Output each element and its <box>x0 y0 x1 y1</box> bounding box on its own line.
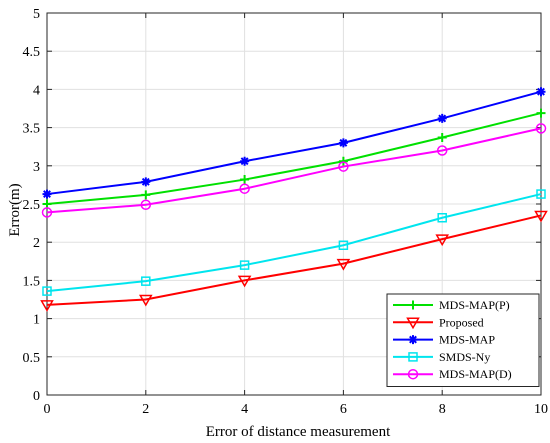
y-tick-label: 3.5 <box>23 122 41 137</box>
data-point <box>41 207 53 218</box>
legend-item: MDS-MAP(P) <box>393 298 510 312</box>
y-tick-label: 2.5 <box>23 198 41 213</box>
legend-item: Proposed <box>393 315 484 329</box>
legend-label: MDS-MAP(D) <box>439 367 512 381</box>
x-tick-label: 10 <box>534 402 548 417</box>
series-line <box>46 90 542 196</box>
legend-marker <box>408 352 418 362</box>
data-point <box>40 300 54 312</box>
data-point <box>437 213 447 223</box>
data-point <box>536 87 546 97</box>
data-point <box>338 156 348 166</box>
data-point <box>338 240 349 251</box>
legend-label: MDS-MAP <box>439 333 495 347</box>
y-tick-label: 4.5 <box>23 45 41 60</box>
legend-marker <box>406 317 420 330</box>
data-point <box>239 260 250 270</box>
legend-marker <box>408 335 418 345</box>
data-point <box>141 190 151 200</box>
data-point <box>338 161 349 172</box>
data-point <box>237 275 252 288</box>
data-point <box>141 177 151 187</box>
series-smds-ny <box>42 189 546 296</box>
data-point <box>140 199 152 211</box>
series-mds-map-p- <box>42 108 546 209</box>
data-point <box>437 133 447 143</box>
legend-label: SMDS-Ny <box>439 350 490 364</box>
legend-item: MDS-MAP(D) <box>393 367 512 381</box>
data-point <box>338 138 348 148</box>
legend-item: MDS-MAP <box>393 333 495 347</box>
y-tick-label: 4 <box>33 83 40 98</box>
data-point <box>437 113 447 123</box>
legend-label: MDS-MAP(P) <box>439 298 510 312</box>
series-line <box>46 112 542 205</box>
legend-marker <box>408 300 418 310</box>
series-mds-map <box>42 87 546 199</box>
series-proposed <box>40 210 548 312</box>
x-tick-label: 8 <box>439 402 446 417</box>
y-tick-label: 0 <box>33 389 40 404</box>
data-point <box>536 108 546 118</box>
series-line <box>46 193 542 293</box>
data-point <box>239 183 250 194</box>
data-point <box>435 234 450 247</box>
data-point <box>535 123 547 134</box>
data-point <box>336 258 351 271</box>
data-point <box>42 286 52 296</box>
x-tick-label: 4 <box>241 402 248 417</box>
legend-marker <box>407 368 419 380</box>
series-mds-map-d- <box>41 123 547 218</box>
x-tick-label: 6 <box>340 402 347 417</box>
legend: MDS-MAP(P) Proposed MDS-MAP SMDS-Ny MDS-MAP(… <box>386 293 540 387</box>
x-axis-label: Error of distance measurement <box>206 424 391 440</box>
x-tick-label: 0 <box>44 402 51 417</box>
y-tick-label: 0.5 <box>23 351 41 366</box>
y-axis-label: Error(m) <box>7 183 23 236</box>
data-point <box>42 189 52 199</box>
legend-label: Proposed <box>439 315 484 329</box>
data-point <box>536 189 546 199</box>
data-point <box>42 199 52 209</box>
tick-labels: 0 2 4 6 8 10 0 0.5 1 1.5 2 2.5 3 3.5 4 4.5 5 <box>23 7 549 417</box>
data-point <box>534 210 548 223</box>
y-tick-label: 1 <box>33 313 40 328</box>
data-point <box>240 175 250 185</box>
x-tick-label: 2 <box>142 402 149 417</box>
y-tick-label: 2 <box>33 236 40 251</box>
y-tick-label: 5 <box>33 7 40 22</box>
legend-item: SMDS-Ny <box>393 350 490 364</box>
data-point <box>138 294 153 307</box>
data-point <box>436 145 448 156</box>
series-line <box>46 214 542 306</box>
y-tick-label: 3 <box>33 160 40 175</box>
data-point <box>240 156 250 166</box>
data-point <box>141 276 151 286</box>
series-line <box>46 127 542 214</box>
y-tick-label: 1.5 <box>23 274 41 289</box>
series-lines <box>40 87 548 312</box>
